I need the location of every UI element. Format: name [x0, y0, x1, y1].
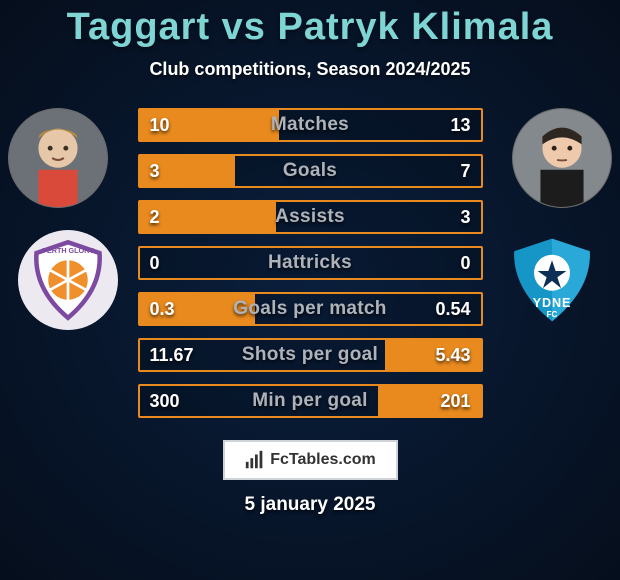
branding-text: FcTables.com — [270, 451, 376, 469]
comparison-panel: PERTH GLORY YDNE FC Matches1013Goals37As… — [0, 108, 620, 418]
page-title: Taggart vs Patryk Klimala — [0, 0, 620, 49]
stat-label: Assists — [140, 202, 481, 232]
stat-value-right: 7 — [450, 156, 480, 186]
chart-icon — [244, 449, 266, 471]
svg-text:YDNE: YDNE — [533, 296, 572, 310]
subtitle: Club competitions, Season 2024/2025 — [0, 59, 620, 80]
stat-value-right: 5.43 — [425, 340, 480, 370]
player-right-avatar — [512, 108, 612, 208]
date-text: 5 january 2025 — [0, 494, 620, 516]
stat-value-left: 0 — [140, 248, 170, 278]
stat-value-left: 300 — [140, 386, 190, 416]
stat-row: Shots per goal11.675.43 — [138, 338, 483, 372]
stat-label: Goals — [140, 156, 481, 186]
stat-label: Hattricks — [140, 248, 481, 278]
stat-row: Min per goal300 201 — [138, 384, 483, 418]
stats-bars: Matches1013Goals37Assists23Hattricks00Go… — [138, 108, 483, 418]
branding-box: FcTables.com — [223, 440, 398, 480]
stat-value-left: 10 — [140, 110, 180, 140]
stat-value-left: 2 — [140, 202, 170, 232]
stat-value-right: 0.54 — [425, 294, 480, 324]
stat-row: Goals3 7 — [138, 154, 483, 188]
stat-value-left: 0.3 — [140, 294, 185, 324]
club-left-logo: PERTH GLORY — [18, 230, 118, 330]
stat-value-right: 13 — [440, 110, 480, 140]
club-right-logo: YDNE FC — [502, 230, 602, 330]
stat-row: Goals per match0.30.54 — [138, 292, 483, 326]
stat-row: Matches10 13 — [138, 108, 483, 142]
stat-label: Min per goal — [140, 386, 481, 416]
stat-label: Matches — [140, 110, 481, 140]
player-left-avatar — [8, 108, 108, 208]
stat-value-left: 11.67 — [140, 340, 204, 370]
svg-text:FC: FC — [547, 310, 558, 319]
stat-value-right: 3 — [450, 202, 480, 232]
stat-row: Assists2 3 — [138, 200, 483, 234]
stat-value-left: 3 — [140, 156, 170, 186]
svg-text:PERTH GLORY: PERTH GLORY — [42, 246, 94, 255]
stat-value-right: 0 — [450, 248, 480, 278]
stat-row: Hattricks0 0 — [138, 246, 483, 280]
stat-value-right: 201 — [430, 386, 480, 416]
